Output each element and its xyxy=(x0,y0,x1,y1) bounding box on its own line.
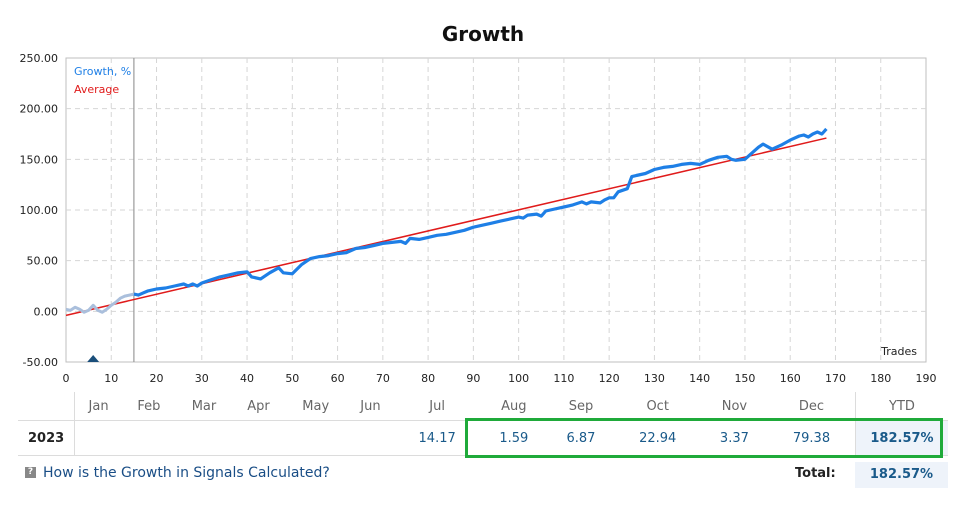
trade-marker-icon xyxy=(87,355,100,362)
monthly-growth-table: Jan Feb Mar Apr May Jun Jul Aug Sep Oct … xyxy=(18,392,948,456)
growth-calculation-link[interactable]: How is the Growth in Signals Calculated? xyxy=(43,465,330,481)
x-tick-label: 80 xyxy=(421,372,435,385)
x-tick-label: 20 xyxy=(150,372,164,385)
month-header-apr: Apr xyxy=(247,398,270,414)
month-header-sep: Sep xyxy=(568,398,594,414)
cell-jul: 14.17 xyxy=(394,420,481,456)
growth-line xyxy=(133,127,828,297)
total-label: Total: xyxy=(795,466,836,481)
y-tick-label: -50.00 xyxy=(23,356,58,369)
month-header-aug: Aug xyxy=(501,398,527,414)
cell-jun xyxy=(346,420,394,456)
x-tick-label: 40 xyxy=(240,372,254,385)
month-header-jul: Jul xyxy=(429,398,445,414)
x-tick-label: 70 xyxy=(376,372,390,385)
x-tick-label: 100 xyxy=(508,372,529,385)
month-header-may: May xyxy=(302,398,330,414)
ytd-header: YTD xyxy=(855,392,948,421)
cell-mar xyxy=(175,420,233,456)
chart-title: Growth xyxy=(441,22,525,46)
month-header-row: Jan Feb Mar Apr May Jun Jul Aug Sep Oct … xyxy=(18,392,948,421)
month-header-mar: Mar xyxy=(191,398,217,414)
month-header-jan: Jan xyxy=(74,392,123,421)
cell-dec: 79.38 xyxy=(767,420,856,456)
average-line xyxy=(65,137,827,317)
x-tick-label: 90 xyxy=(466,372,480,385)
axis-layer: 0 10 20 30 40 50 60 70 80 90 100 110 120 130 140 150 160… xyxy=(20,52,937,385)
legend-average: Average xyxy=(74,83,119,96)
x-tick-label: 160 xyxy=(780,372,801,385)
growth-chart: 0 10 20 30 40 50 60 70 80 90 100 110 120 130 140 150 160… xyxy=(20,52,937,385)
y-tick-label: 0.00 xyxy=(34,305,59,318)
y-tick-label: 100.00 xyxy=(20,204,59,217)
grid-layer xyxy=(65,57,927,363)
y-tick-label: 150.00 xyxy=(20,153,59,166)
cell-oct: 22.94 xyxy=(614,420,701,456)
x-tick-label: 60 xyxy=(331,372,345,385)
month-header-dec: Dec xyxy=(798,398,825,414)
x-tick-label: 0 xyxy=(63,372,70,385)
x-tick-label: 190 xyxy=(916,372,937,385)
y-tick-label: 200.00 xyxy=(20,103,59,116)
x-tick-label: 120 xyxy=(599,372,620,385)
y-tick-label: 250.00 xyxy=(20,52,59,65)
x-tick-label: 170 xyxy=(825,372,846,385)
year-row: 2023 14.17 1.59 6.87 22.94 3.37 79.38 18… xyxy=(18,420,948,456)
year-header-spacer xyxy=(18,392,75,421)
x-tick-label: 180 xyxy=(870,372,891,385)
cell-may xyxy=(284,420,347,456)
y-tick-label: 50.00 xyxy=(27,255,59,268)
x-tick-label: 150 xyxy=(734,372,755,385)
growth-line-initial xyxy=(65,292,135,314)
year-label: 2023 xyxy=(18,420,75,456)
month-header-jun: Jun xyxy=(360,398,381,414)
cell-jan xyxy=(74,420,123,456)
x-tick-label: 130 xyxy=(644,372,665,385)
cell-feb xyxy=(122,420,176,456)
legend-layer: Growth, % Average xyxy=(74,65,131,96)
cell-nov: 3.37 xyxy=(700,420,768,456)
month-header-oct: Oct xyxy=(646,398,669,414)
x-tick-label: 10 xyxy=(104,372,118,385)
cell-aug: 1.59 xyxy=(480,420,548,456)
x-axis-title: Trades xyxy=(880,345,917,358)
x-tick-label: 30 xyxy=(195,372,209,385)
series-layer xyxy=(65,127,828,317)
cell-sep: 6.87 xyxy=(547,420,615,456)
x-tick-label: 50 xyxy=(285,372,299,385)
x-tick-label: 140 xyxy=(689,372,710,385)
month-header-feb: Feb xyxy=(137,398,161,414)
cell-apr xyxy=(232,420,285,456)
cell-ytd: 182.57% xyxy=(855,420,948,456)
total-value: 182.57% xyxy=(855,462,948,488)
month-header-nov: Nov xyxy=(721,398,748,414)
x-tick-label: 110 xyxy=(553,372,574,385)
legend-growth: Growth, % xyxy=(74,65,131,78)
footer-row: ? How is the Growth in Signals Calculate… xyxy=(25,462,948,488)
info-icon[interactable]: ? xyxy=(25,467,36,478)
